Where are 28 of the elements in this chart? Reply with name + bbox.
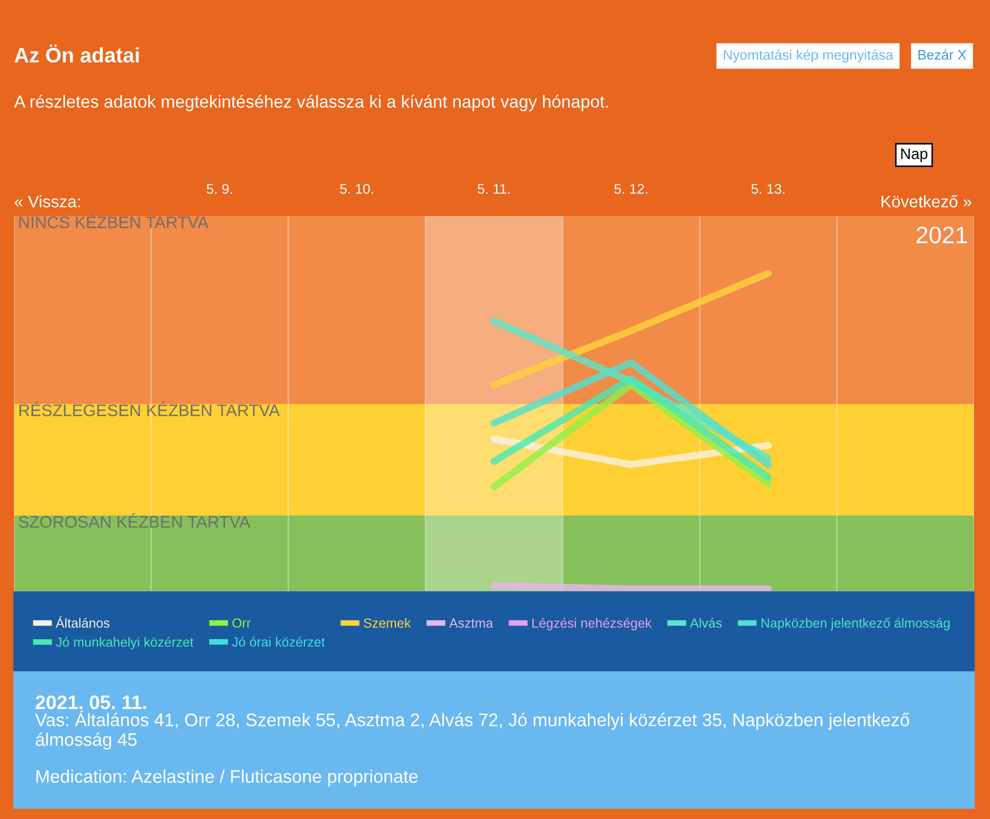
legend-label: Asztma xyxy=(449,618,494,628)
band-label: SZOROSAN KÉZBEN TARTVA xyxy=(18,513,250,528)
text: Következő » xyxy=(882,195,972,208)
chart-subtitle: A részletes adatok megtekintéséhez válassza ki a kívánt napot vagy hónapot. xyxy=(14,94,608,112)
text: 2021 xyxy=(916,226,967,244)
text: 2021. 05. 11. xyxy=(36,695,146,710)
x-tick-label: 5. 13. xyxy=(751,184,784,194)
legend-label: Alvás xyxy=(690,618,722,628)
legend-label: Általános xyxy=(56,616,110,628)
legend-label: Orr xyxy=(232,618,251,628)
text: Medication: Azelastine / Fluticasone proprionate xyxy=(36,770,418,786)
text: Bezár X xyxy=(918,49,966,60)
legend-label: Szemek xyxy=(364,618,411,628)
x-tick-label: 5. 10. xyxy=(340,184,373,194)
legend-label: Jó órai közérzet xyxy=(232,636,325,647)
legend-label: Légzési nehézségek xyxy=(532,618,652,630)
chart-title: Az Ön adatai xyxy=(14,44,139,63)
text: Vas: Általános 41, Orr 28, Szemek 55, Asztma 2, Alvás 72, Jó munkahelyi közérzet 35, Napközben jelentkező álmosság 45 xyxy=(35,710,910,750)
band-label: NINCS KÉZBEN TARTVA xyxy=(19,214,209,228)
text: Nap xyxy=(901,148,928,162)
x-tick-label: 5. 11. xyxy=(478,184,510,194)
x-tick-label: 5. 9. xyxy=(206,184,232,194)
band-label: RÉSZLEGESEN KÉZBEN TARTVA xyxy=(19,402,280,416)
legend-label: Jó munkahelyi közérzet xyxy=(56,636,194,650)
text: « Vissza: xyxy=(14,195,80,208)
text: Nyomtatási kép megnyitása xyxy=(724,49,894,63)
legend-label: Napközben jelentkező álmosság xyxy=(762,618,950,630)
x-tick-label: 5. 12. xyxy=(614,184,648,194)
